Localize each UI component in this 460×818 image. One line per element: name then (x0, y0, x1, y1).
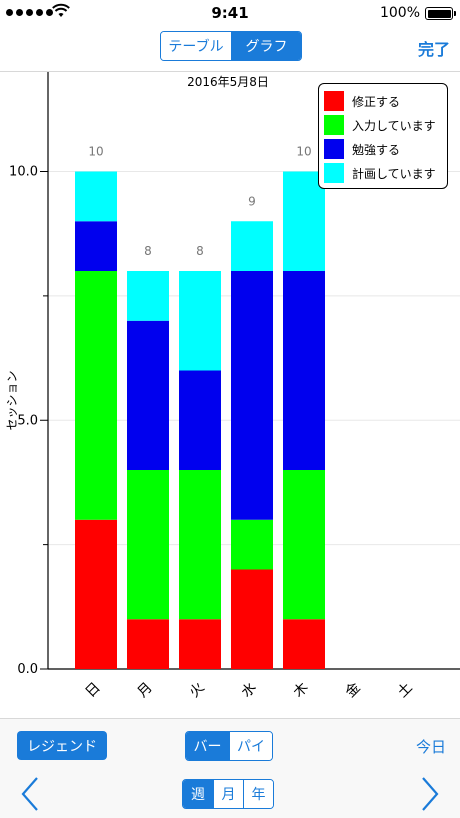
battery-tip (454, 11, 456, 16)
legend-label-fix: 修正する (352, 94, 401, 109)
bar-segment (231, 519, 273, 570)
bar-segment (179, 470, 221, 620)
stacked-bar-chart: 0.0 5.0 10.0 セッション 2016年5月8日 10 日 8 月 8 火 9 水 10 木 金 土 (0, 72, 460, 717)
bar-segment (179, 271, 221, 371)
bar-total-label: 8 (196, 244, 204, 258)
tab-graph[interactable]: グラフ (231, 32, 301, 60)
legend-item-fix: 修正する (324, 89, 442, 113)
bottom-toolbar: レジェンド バー パイ 今日 週 月 年 (0, 718, 460, 818)
legend-button[interactable]: レジェンド (17, 731, 107, 760)
legend-swatch-study (324, 139, 344, 159)
x-tick-label: 木 (291, 680, 312, 701)
bar-segment (283, 619, 325, 669)
legend-label-study: 勉強する (352, 142, 401, 157)
today-button[interactable]: 今日 (415, 738, 446, 756)
legend-swatch-input (324, 115, 344, 135)
chart-legend: 修正する 入力しています 勉強する 計画しています (318, 83, 448, 189)
x-tick-label: 金 (343, 680, 364, 701)
legend-swatch-fix (324, 91, 344, 111)
chevron-left-icon[interactable] (20, 776, 40, 812)
bar-segment (231, 569, 273, 669)
status-time: 9:41 (211, 4, 249, 22)
wifi-icon (52, 3, 70, 17)
chart-type-toggle: バー パイ (185, 731, 273, 761)
done-button[interactable]: 完了 (417, 40, 450, 59)
bar-segment (127, 619, 169, 669)
bar-segment (179, 619, 221, 669)
period-week[interactable]: 週 (183, 780, 213, 808)
bar-segment (283, 171, 325, 271)
chart-title: 2016年5月8日 (187, 75, 269, 89)
x-tick-label: 月 (135, 680, 156, 701)
chart-canvas: 0.0 5.0 10.0 セッション 2016年5月8日 10 日 8 月 8 火 9 水 10 木 金 土 (5, 72, 460, 701)
bar-segment (283, 470, 325, 620)
bar-total-label: 8 (144, 244, 152, 258)
bar-total-label: 10 (296, 145, 311, 159)
x-tick-label: 土 (395, 680, 416, 701)
chart-type-bar[interactable]: バー (186, 732, 229, 760)
x-tick-label: 火 (187, 680, 208, 701)
x-tick-label: 水 (239, 680, 260, 701)
y-tick-label: 0.0 (17, 662, 38, 677)
y-axis-label: セッション (5, 370, 19, 430)
bar-segment (75, 271, 117, 520)
chevron-right-icon[interactable] (420, 776, 440, 812)
tab-table[interactable]: テーブル (161, 32, 231, 60)
bar-segment (75, 221, 117, 271)
legend-label-input: 入力しています (352, 118, 436, 133)
legend-label-plan: 計画しています (352, 166, 436, 181)
bar-segment (231, 221, 273, 271)
y-tick-label: 10.0 (9, 165, 38, 180)
bar-total-label: 9 (248, 194, 256, 208)
view-toggle: テーブル グラフ (160, 31, 302, 61)
legend-item-input: 入力しています (324, 113, 442, 137)
battery-icon (425, 7, 453, 20)
chart-type-pie[interactable]: パイ (229, 732, 272, 760)
period-year[interactable]: 年 (243, 780, 273, 808)
period-toggle: 週 月 年 (182, 779, 274, 809)
nav-bar: テーブル グラフ 完了 (0, 26, 460, 72)
legend-swatch-plan (324, 163, 344, 183)
bar-segment (127, 271, 169, 321)
bar-segment (283, 271, 325, 470)
battery-percentage: 100% (379, 5, 420, 21)
bar-segment (179, 370, 221, 470)
signal-icon (6, 9, 53, 16)
period-month[interactable]: 月 (213, 780, 243, 808)
bar-segment (231, 271, 273, 520)
bar-segment (75, 171, 117, 222)
status-bar: 9:41 100% (0, 0, 460, 26)
x-tick-label: 日 (83, 680, 104, 701)
y-tick-label: 5.0 (17, 413, 38, 428)
bar-segment (75, 519, 117, 669)
legend-item-plan: 計画しています (324, 161, 442, 185)
bar-segment (127, 320, 169, 470)
bar-segment (127, 470, 169, 620)
bar-total-label: 10 (88, 145, 103, 159)
legend-item-study: 勉強する (324, 137, 442, 161)
